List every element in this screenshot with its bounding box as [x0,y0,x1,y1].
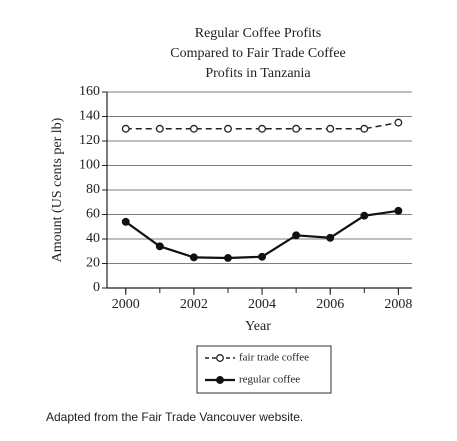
y-tick-label: 120 [79,133,100,148]
y-tick-label: 40 [86,231,100,246]
point [258,252,267,261]
legend-marker [216,354,224,362]
x-axis-label: Year [245,319,271,334]
legend-label: fair trade coffee [239,352,309,364]
series-line [125,209,399,260]
point [189,124,198,133]
point [224,254,232,262]
point [155,242,164,251]
x-tick-label: 2000 [112,297,140,312]
legend-box [196,345,332,394]
y-tick-label: 160 [79,84,100,99]
x-tick-label: 2002 [180,297,208,312]
point [394,118,403,127]
y-tick-label: 20 [86,256,100,271]
y-tick-label: 60 [86,207,100,222]
point [292,231,301,240]
point [258,124,267,133]
point [360,124,369,133]
y-tick-label: 100 [79,158,100,173]
legend-marker [216,376,224,384]
x-tick-label: 2004 [248,297,276,312]
point [189,253,198,262]
y-tick-label: 140 [79,109,100,124]
source-note: Adapted from the Fair Trade Vancouver we… [46,410,303,424]
series-line [125,121,399,130]
point [326,124,335,133]
point [121,124,130,133]
y-tick-label: 80 [86,182,100,197]
point [292,124,301,133]
x-tick-label: 2006 [316,297,344,312]
y-axis-label: Amount (US cents per lb) [50,117,65,262]
point [394,206,403,215]
x-tick-label: 2008 [384,297,412,312]
legend-label: regular coffee [239,374,300,386]
chart-title: Regular Coffee Profits [195,26,322,41]
point [360,211,369,220]
point [121,217,130,226]
y-tick-label: 0 [93,280,100,295]
point [224,124,232,133]
point [155,124,164,133]
chart-title: Compared to Fair Trade Coffee [170,46,346,61]
chart-title: Profits in Tanzania [205,66,311,81]
point [326,233,335,242]
